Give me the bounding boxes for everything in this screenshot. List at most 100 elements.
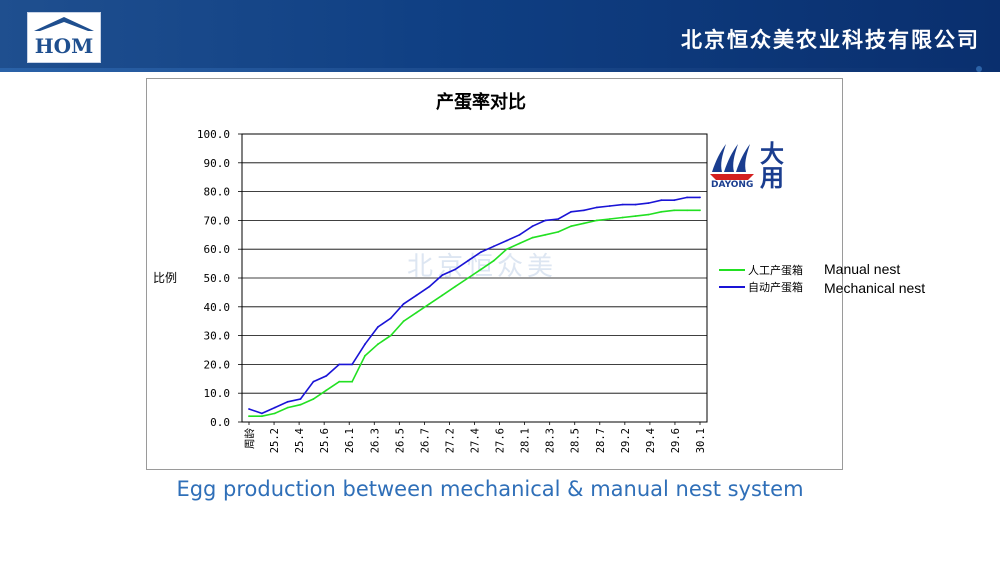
dayong-cn-text: 大用	[760, 140, 784, 192]
data-point	[248, 415, 250, 418]
x-tick-label: 26.3	[369, 428, 381, 453]
series-line-0	[249, 209, 700, 418]
dayong-flame-icon	[710, 144, 754, 180]
data-point	[608, 205, 611, 207]
y-tick-label: 60.0	[204, 243, 231, 256]
data-point	[634, 215, 637, 218]
dayong-logo: 大用 DAYONG	[708, 138, 792, 196]
data-point	[660, 199, 663, 202]
x-tick-label: 25.2	[269, 428, 281, 453]
watermark: 北京恒众美	[407, 252, 557, 282]
x-tick-label: 27.6	[495, 428, 507, 453]
data-point	[454, 285, 457, 288]
data-point	[261, 412, 263, 415]
data-point	[596, 206, 598, 209]
chart-caption: Egg production between mechanical & manu…	[176, 477, 804, 501]
data-point	[480, 251, 482, 254]
data-point	[673, 209, 676, 212]
logo-text: HOM	[35, 34, 93, 58]
y-tick-label: 40.0	[204, 301, 231, 314]
data-point	[647, 202, 650, 204]
data-point	[634, 203, 637, 206]
data-point	[621, 203, 624, 206]
y-tick-label: 100.0	[197, 128, 230, 141]
data-point	[338, 380, 341, 383]
data-point	[273, 406, 276, 409]
data-point	[377, 343, 379, 346]
header-bar: HOM 北京恒众美农业科技有限公司	[0, 0, 1000, 72]
data-point	[273, 412, 276, 415]
data-point	[428, 285, 431, 288]
data-point	[621, 216, 624, 219]
chart-title: 产蛋率对比	[436, 91, 526, 113]
data-point	[583, 222, 585, 225]
y-tick-label: 50.0	[204, 272, 231, 285]
legend-label: 人工产蛋箱	[748, 263, 803, 277]
data-point	[544, 233, 547, 236]
data-point	[557, 231, 560, 233]
data-point	[505, 248, 508, 251]
x-tick-label: 28.7	[595, 428, 607, 453]
data-point	[596, 219, 598, 222]
x-tick-label: 26.7	[419, 428, 431, 453]
x-tick-label: 27.4	[470, 428, 482, 453]
series-lines	[248, 196, 701, 418]
data-point	[415, 311, 418, 314]
x-axis-ticks: 周龄 25.2 25.4 25.6 26.1 26.3 26.5 26.7 27.2 27.4 27…	[243, 422, 707, 453]
data-point	[364, 354, 366, 357]
dayong-en-text: DAYONG	[711, 180, 754, 190]
data-point	[325, 375, 328, 377]
data-point	[570, 225, 572, 228]
data-point	[673, 199, 676, 202]
y-tick-label: 20.0	[204, 358, 231, 371]
data-point	[428, 303, 431, 305]
x-tick-label: 26.5	[394, 428, 406, 453]
data-point	[480, 268, 482, 271]
legend-english-mechanical: Mechanical nest	[824, 280, 926, 296]
y-tick-label: 90.0	[204, 157, 231, 170]
egg-production-chart: 产蛋率对比 北京恒众美 100.0 90.0 80.0 70.0 60.0 50.0 40.…	[153, 91, 803, 453]
decor-dot	[976, 66, 982, 72]
y-tick-label: 10.0	[204, 387, 231, 400]
data-point	[454, 268, 457, 271]
data-point	[286, 400, 289, 403]
data-point	[660, 210, 663, 213]
data-point	[699, 196, 701, 199]
data-point	[351, 380, 353, 383]
x-tick-label: 周龄	[243, 428, 256, 449]
data-point	[531, 225, 534, 228]
data-point	[312, 380, 315, 383]
y-axis-label: 比例	[153, 271, 177, 285]
data-point	[505, 239, 508, 242]
data-point	[441, 274, 444, 276]
data-point	[402, 303, 405, 305]
data-point	[312, 398, 315, 400]
x-tick-label: 27.2	[444, 428, 456, 453]
data-point	[351, 363, 353, 366]
y-tick-label: 0.0	[210, 416, 230, 429]
data-point	[557, 218, 560, 220]
data-point	[492, 259, 495, 262]
data-point	[583, 209, 585, 212]
data-point	[570, 210, 572, 213]
data-point	[389, 334, 392, 337]
x-tick-label: 29.2	[620, 428, 632, 453]
x-tick-label: 29.6	[670, 428, 682, 453]
series-line-1	[248, 196, 700, 415]
data-point	[364, 343, 366, 346]
data-point	[338, 363, 341, 366]
data-point	[441, 294, 444, 297]
x-tick-label: 25.6	[319, 428, 331, 453]
data-point	[299, 398, 302, 400]
roof-icon	[34, 17, 94, 31]
data-point	[531, 236, 534, 239]
data-point	[518, 242, 521, 245]
data-point	[389, 317, 392, 320]
y-tick-label: 80.0	[204, 186, 231, 199]
x-tick-label: 28.1	[520, 428, 532, 453]
legend-english-manual: Manual nest	[824, 261, 901, 277]
data-point	[286, 406, 289, 409]
data-point	[647, 213, 650, 216]
x-tick-label: 28.3	[545, 428, 557, 453]
